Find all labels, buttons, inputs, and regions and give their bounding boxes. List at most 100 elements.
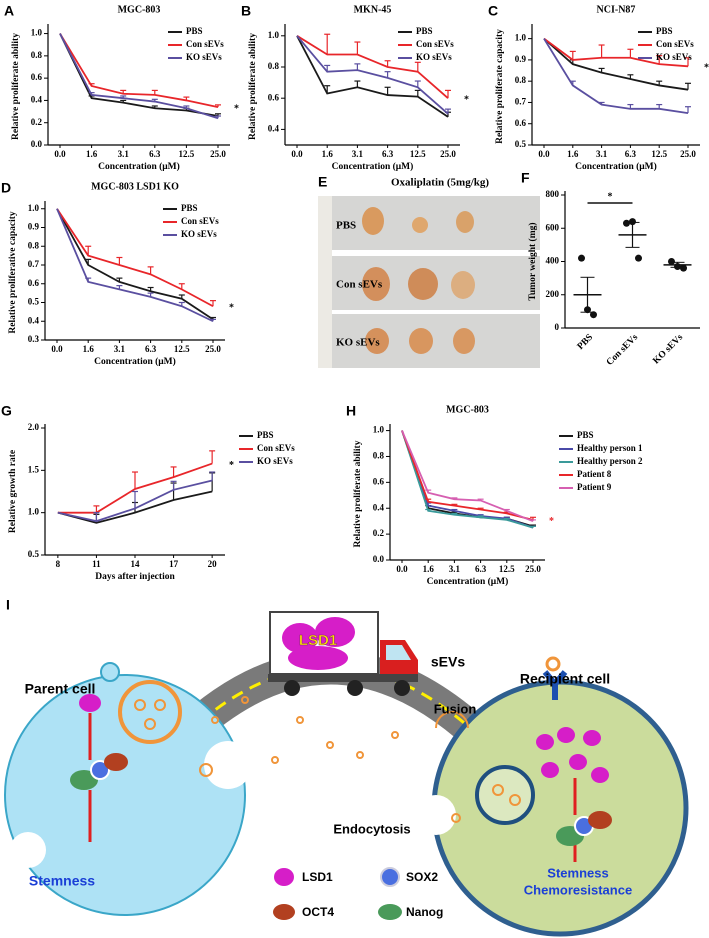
panel-letter: G	[1, 403, 12, 419]
x-tick-label: 6.3	[145, 344, 157, 354]
ruler	[318, 196, 332, 368]
y-tick-label: 0.4	[268, 123, 280, 133]
x-tick-label: 6.3	[382, 149, 394, 159]
panel-letter: C	[488, 3, 498, 19]
vesicle	[271, 756, 279, 764]
tumor	[453, 328, 475, 354]
y-axis-label: Tumor weight (mg)	[527, 222, 538, 300]
vesicle	[199, 763, 213, 777]
legend-label: PBS	[181, 203, 198, 213]
vesicle	[326, 741, 334, 749]
vesicle	[241, 696, 249, 704]
x-tick-label: 25.0	[440, 149, 456, 159]
lsd1	[557, 727, 575, 743]
lsd1	[591, 767, 609, 783]
y-tick-label: 0.8	[373, 451, 385, 461]
notch	[416, 795, 456, 835]
y-tick-label: 0.5	[515, 139, 527, 149]
series-line	[401, 430, 534, 521]
legend-label: Healthy person 1	[577, 443, 643, 453]
y-tick-label: 0.9	[28, 222, 40, 232]
wheel	[394, 680, 410, 696]
legend-label: Con sEVs	[186, 39, 224, 49]
legend-label: PBS	[577, 430, 594, 440]
annotation: *	[229, 460, 234, 471]
panel-letter: F	[521, 170, 530, 186]
vesicle	[492, 784, 504, 796]
series-line	[543, 37, 689, 68]
vesicle	[509, 794, 521, 806]
x-tick-label: 17	[169, 559, 179, 569]
x-tick-label: 1.6	[86, 149, 98, 159]
legend-label: OCT4	[302, 905, 334, 919]
series-line	[296, 35, 449, 99]
legend-label: LSD1	[302, 870, 333, 884]
y-tick-label: 0	[555, 322, 560, 332]
lsd1	[79, 694, 101, 712]
data-point	[635, 254, 642, 262]
chart-title: MGC-803	[118, 4, 161, 15]
x-tick-label: 1.6	[423, 564, 435, 574]
y-axis-label: Relative proliferative capacity	[8, 211, 18, 333]
x-tick-label: 11	[92, 559, 101, 569]
lsd1	[569, 754, 587, 770]
y-axis-label: Relative proliferate ability	[248, 33, 258, 140]
data-point	[680, 264, 687, 272]
y-tick-label: 400	[546, 256, 560, 266]
series-line	[56, 208, 214, 323]
x-tick-label: 25.0	[210, 149, 226, 159]
y-axis-label: Relative proliferate ability	[11, 33, 21, 140]
legend-label: Con sEVs	[181, 216, 219, 226]
legend-label: KO sEVs	[257, 456, 293, 466]
legend-icon	[273, 904, 295, 920]
x-tick-label: 3.1	[114, 344, 126, 354]
x-axis-label: Concentration (μM)	[94, 356, 176, 367]
x-axis-label: Concentration (μM)	[575, 161, 657, 172]
lsd1	[282, 623, 318, 653]
x-tick-label: 6.3	[625, 149, 637, 159]
panel-letter: H	[346, 403, 356, 419]
y-tick-label: 200	[546, 289, 560, 299]
legend-icon	[274, 868, 294, 886]
vesicle	[144, 718, 156, 730]
tumor	[409, 328, 433, 354]
legend-label: PBS	[186, 26, 203, 36]
x-tick-label: 6.3	[149, 149, 161, 159]
lsd1	[288, 646, 348, 670]
photo-panel: E Oxaliplatin (5mg/kg) PBS Con sEVs KO s…	[318, 174, 540, 368]
tumor	[408, 268, 438, 300]
notch	[10, 832, 46, 868]
vesicle	[391, 731, 399, 739]
y-tick-label: 0.4	[373, 502, 385, 512]
y-tick-label: 0.6	[515, 118, 527, 128]
series-line	[401, 430, 534, 529]
panel-letter: B	[241, 3, 251, 19]
x-tick-label: 0.0	[291, 149, 303, 159]
wheel	[347, 680, 363, 696]
annotation: *	[229, 303, 234, 314]
row-label: Con sEVs	[336, 279, 383, 291]
tumor	[362, 267, 390, 301]
x-tick-label: 12.5	[174, 344, 190, 354]
annotation: *	[704, 63, 709, 74]
svs-label: sEVs	[431, 654, 465, 670]
annotation: *	[549, 516, 554, 527]
x-tick-label: 8	[56, 559, 61, 569]
panel-letter: I	[6, 597, 10, 613]
endosome	[475, 765, 535, 825]
legend-label: Con sEVs	[416, 39, 454, 49]
recipient-label: Recipient cell	[520, 671, 610, 687]
series-line	[296, 35, 449, 115]
vesicle-body	[118, 680, 182, 744]
data-point	[623, 219, 630, 227]
x-axis-label: Concentration (μM)	[332, 161, 414, 172]
y-axis-label: Relative proliferate ability	[353, 440, 363, 547]
x-tick-label: 25.0	[205, 344, 221, 354]
data-point	[629, 218, 636, 226]
y-tick-label: 0.7	[515, 97, 527, 107]
x-tick-label: 25.0	[525, 564, 541, 574]
x-tick-label: 1.6	[567, 149, 579, 159]
legend-icon	[378, 904, 402, 920]
x-tick-label: 0.0	[396, 564, 408, 574]
notch	[204, 741, 252, 789]
